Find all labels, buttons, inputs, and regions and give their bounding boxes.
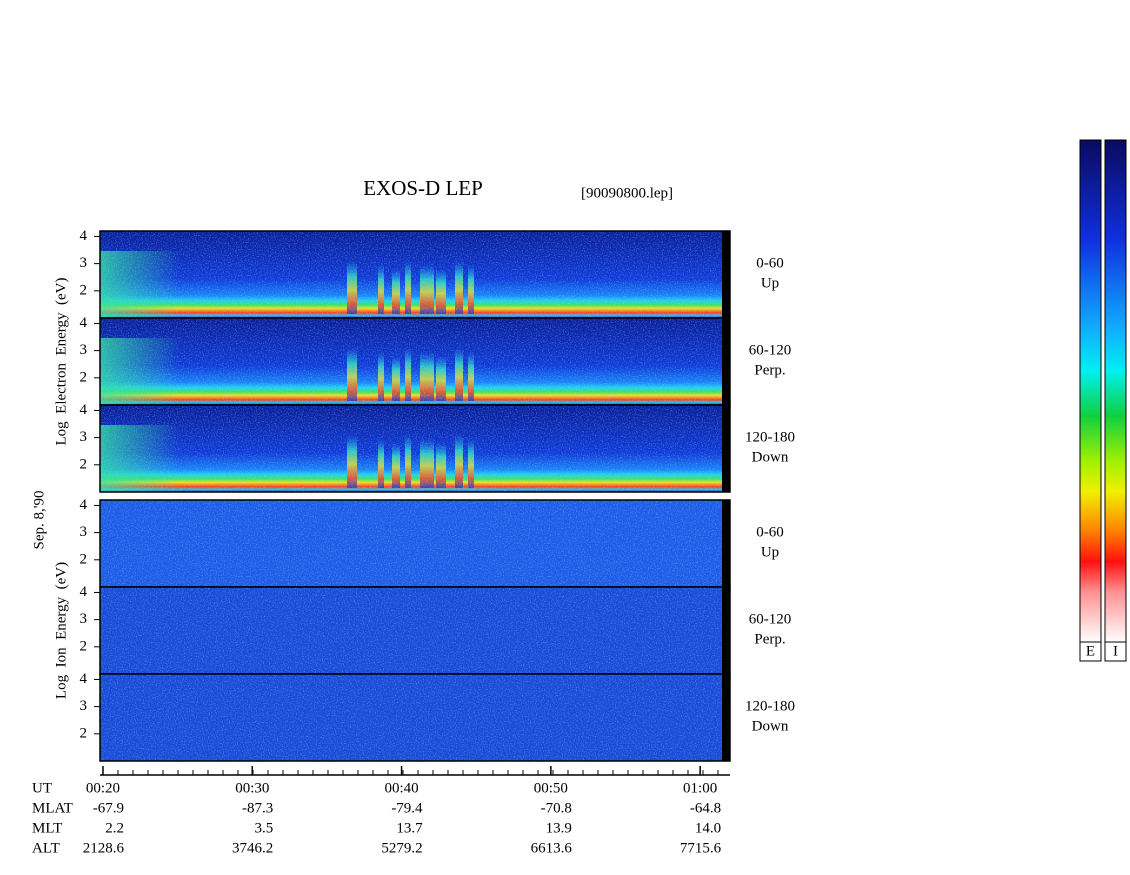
spectrogram-noise (100, 500, 722, 587)
orbit-value: 13.9 (546, 820, 572, 836)
orbit-value: 3746.2 (232, 840, 273, 856)
data-gap (722, 674, 730, 761)
y-tick-label: 2 (80, 638, 88, 654)
x-tick-label: 00:50 (534, 780, 568, 796)
orbit-value: -64.8 (690, 800, 721, 816)
spectrogram-noise (100, 587, 722, 674)
y-tick-label: 3 (80, 611, 88, 627)
colorbar-label-box (1104, 641, 1127, 662)
y-tick-label: 3 (80, 255, 88, 271)
spectrogram-noise (100, 674, 722, 761)
panel-angle: 120-180 (745, 429, 795, 445)
colorbar-label-box (1079, 641, 1102, 662)
data-gap (722, 318, 730, 405)
y-axis-label: Log Electron Energy (eV) (53, 277, 69, 445)
orbit-value: 5279.2 (381, 840, 422, 856)
file-name: [90090800.lep] (581, 185, 673, 201)
spectrogram-noise (100, 231, 722, 318)
panel-direction: Up (761, 544, 779, 560)
y-tick-label: 3 (80, 698, 88, 714)
colorbar (1104, 139, 1127, 643)
y-tick-label: 2 (80, 725, 88, 741)
data-gap (722, 500, 730, 587)
panel-angle: 60-120 (749, 342, 792, 358)
panel-angle: 0-60 (756, 524, 784, 540)
y-tick-label: 3 (80, 342, 88, 358)
orbit-value: 2.2 (105, 820, 124, 836)
spectrogram-noise (100, 318, 722, 405)
orbit-value: 2128.6 (83, 840, 125, 856)
panel-angle: 60-120 (749, 611, 792, 627)
row-label: UT (32, 780, 52, 796)
y-tick-label: 2 (80, 369, 88, 385)
chart-title: EXOS-D LEP (363, 176, 483, 200)
y-tick-label: 4 (80, 671, 88, 687)
y-tick-label: 4 (80, 228, 88, 244)
orbit-value: -79.4 (391, 800, 423, 816)
x-tick-label: 00:20 (86, 780, 120, 796)
colorbar-label: I (1113, 643, 1118, 659)
y-tick-label: 4 (80, 315, 88, 331)
y-tick-label: 4 (80, 584, 88, 600)
panel-direction: Down (752, 718, 789, 734)
data-gap (722, 231, 730, 318)
orbit-value: 14.0 (695, 820, 721, 836)
y-tick-label: 2 (80, 456, 88, 472)
panel-angle: 120-180 (745, 698, 795, 714)
colorbar-label: E (1086, 643, 1095, 659)
y-tick-label: 3 (80, 429, 88, 445)
colorbar (1079, 139, 1102, 643)
panel-direction: Perp. (754, 631, 785, 647)
y-tick-label: 3 (80, 524, 88, 540)
panel-angle: 0-60 (756, 255, 784, 271)
data-gap (722, 405, 730, 492)
row-label: MLAT (32, 800, 73, 816)
orbit-value: 13.7 (396, 820, 423, 836)
y-tick-label: 2 (80, 282, 88, 298)
date-label: Sep. 8,'90 (31, 491, 47, 550)
x-tick-label: 00:40 (384, 780, 418, 796)
panel-frame (99, 404, 731, 493)
orbit-value: -67.9 (93, 800, 124, 816)
panel-frame (99, 673, 731, 762)
orbit-value: -87.3 (242, 800, 273, 816)
orbit-value: 6613.6 (531, 840, 573, 856)
x-tick-label: 00:30 (235, 780, 269, 796)
panel-direction: Perp. (754, 362, 785, 378)
orbit-value: 3.5 (255, 820, 274, 836)
data-gap (722, 587, 730, 674)
row-label: ALT (32, 840, 60, 856)
row-label: MLT (32, 820, 62, 836)
y-tick-label: 4 (80, 497, 88, 513)
y-tick-label: 4 (80, 402, 88, 418)
y-axis-label: Log Ion Energy (eV) (53, 562, 69, 699)
y-tick-label: 2 (80, 551, 88, 567)
x-tick-label: 01:00 (683, 780, 717, 796)
panel-direction: Up (761, 275, 779, 291)
panel-direction: Down (752, 449, 789, 465)
orbit-value: 7715.6 (680, 840, 722, 856)
spectrogram-noise (100, 405, 722, 492)
orbit-value: -70.8 (541, 800, 572, 816)
